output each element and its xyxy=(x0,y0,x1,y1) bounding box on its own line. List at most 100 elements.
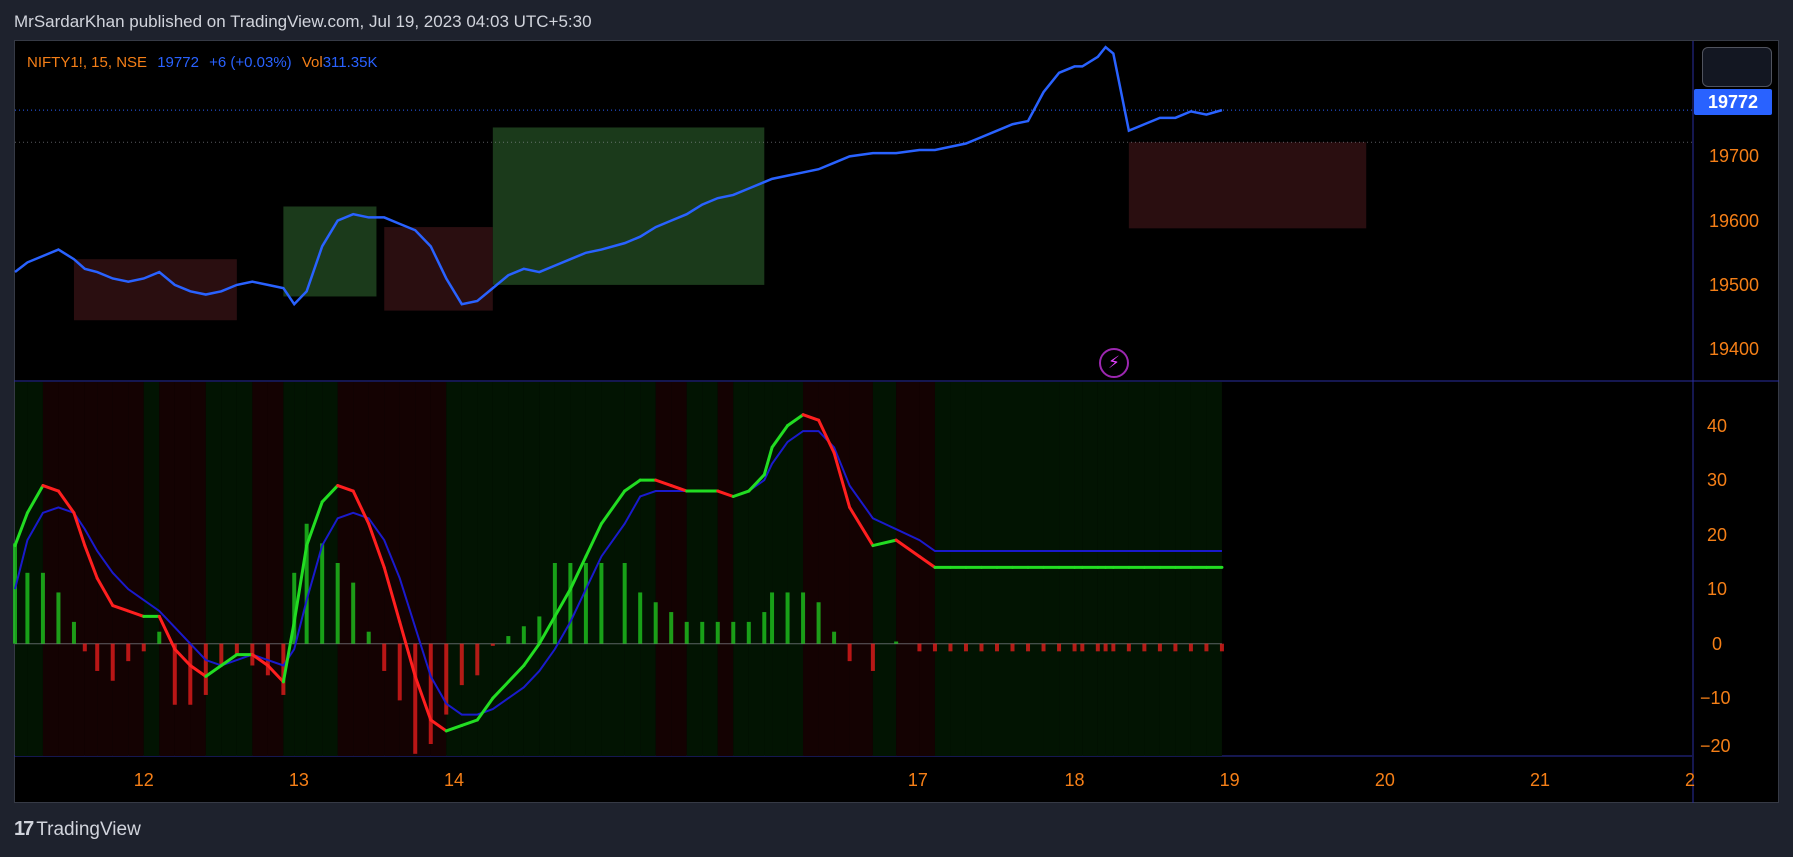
histogram-bar xyxy=(1111,643,1116,652)
oscillator-band xyxy=(919,382,935,756)
histogram-bar xyxy=(1219,643,1224,652)
histogram-bar xyxy=(320,543,325,644)
oscillator-band xyxy=(492,382,509,756)
histogram-bar xyxy=(1072,643,1077,652)
oscillator-band xyxy=(143,382,160,756)
price-zone xyxy=(283,206,377,297)
oscillator-segment xyxy=(351,489,371,526)
oscillator-band xyxy=(686,382,703,756)
oscillator-band xyxy=(58,382,74,756)
oscillator-band xyxy=(1113,382,1129,756)
oscillator-band xyxy=(236,382,253,756)
oscillator-segment xyxy=(475,696,495,722)
price-tick-label: 19700 xyxy=(1709,146,1760,167)
legend-volume: Vol311.35K xyxy=(302,54,378,71)
chart-settings-button[interactable] xyxy=(1702,47,1772,87)
oscillator-band xyxy=(640,382,656,756)
histogram-bar xyxy=(1157,643,1162,652)
oscillator-band xyxy=(446,382,462,756)
histogram-bar xyxy=(459,643,464,686)
oscillator-band xyxy=(1128,382,1145,756)
histogram-bar xyxy=(490,643,495,646)
oscillator-segment xyxy=(25,484,45,515)
histogram-bar xyxy=(832,631,837,644)
oscillator-segment xyxy=(305,500,324,548)
histogram-bar xyxy=(428,643,433,745)
histogram-bar xyxy=(1188,643,1193,652)
price-tick-label: 19400 xyxy=(1709,339,1760,360)
oscillator-segment xyxy=(292,544,309,624)
legend-symbol: NIFTY1!, 15, NSE xyxy=(27,54,148,71)
histogram-bar xyxy=(25,572,30,644)
lightning-icon[interactable]: ⚡ xyxy=(1099,348,1129,378)
oscillator-band xyxy=(523,382,540,756)
oscillator-band xyxy=(570,382,586,756)
time-tick-label: 21 xyxy=(1529,770,1550,790)
oscillator-band xyxy=(368,382,385,756)
footer-brand[interactable]: 17 TradingView xyxy=(14,818,141,841)
oscillator-segment xyxy=(444,723,464,733)
symbol-legend[interactable]: NIFTY1!, 15, NSE 19772 +6 (+0.03%) Vol31… xyxy=(27,54,383,71)
oscillator-band xyxy=(803,382,819,756)
oscillator-tick-label: −20 xyxy=(1700,736,1731,756)
price-zone xyxy=(492,127,765,285)
oscillator-band xyxy=(585,382,602,756)
signal-series-line xyxy=(14,430,1222,716)
oscillator-segment xyxy=(460,718,479,727)
oscillator-band xyxy=(1043,382,1060,756)
oscillator-segment xyxy=(336,484,355,493)
oscillator-band xyxy=(1105,382,1114,756)
histogram-bar xyxy=(537,616,542,644)
histogram-bar xyxy=(141,643,146,652)
oscillator-band xyxy=(267,382,284,756)
histogram-bar xyxy=(568,563,573,644)
oscillator-band xyxy=(896,382,920,756)
oscillator-segment xyxy=(506,663,526,684)
price-tick-label: 19600 xyxy=(1709,210,1760,231)
oscillator-segment xyxy=(801,413,821,422)
time-tick-label: 17 xyxy=(907,770,928,790)
histogram-bar xyxy=(583,563,588,644)
oscillator-band xyxy=(294,382,307,756)
histogram-bar xyxy=(669,612,674,644)
oscillator-band xyxy=(818,382,835,756)
oscillator-band xyxy=(508,382,524,756)
oscillator-band xyxy=(477,382,493,756)
oscillator-segment xyxy=(413,674,433,722)
oscillator-band xyxy=(748,382,765,756)
oscillator-segment xyxy=(654,478,673,488)
oscillator-band xyxy=(1159,382,1176,756)
histogram-bar xyxy=(157,631,162,644)
histogram-bar xyxy=(13,543,17,644)
oscillator-band xyxy=(1074,382,1083,756)
histogram-bar xyxy=(506,636,511,644)
oscillator-segment xyxy=(382,565,402,624)
histogram-bar xyxy=(234,643,239,656)
oscillator-band xyxy=(996,382,1013,756)
histogram-bar xyxy=(71,621,76,644)
histogram-bar xyxy=(292,572,297,644)
histogram-bar xyxy=(397,643,402,701)
oscillator-segment xyxy=(716,489,735,498)
oscillator-segment xyxy=(219,653,239,667)
oscillator-tick-label: 0 xyxy=(1712,633,1723,654)
oscillator-tick-label: 30 xyxy=(1707,470,1728,491)
oscillator-band xyxy=(950,382,966,756)
oscillator-band xyxy=(15,382,28,756)
histogram-bar xyxy=(219,643,224,666)
oscillator-band xyxy=(399,382,416,756)
oscillator-segment xyxy=(13,511,29,548)
oscillator-segment xyxy=(817,418,836,455)
oscillator-band xyxy=(337,382,354,756)
oscillator-segment xyxy=(522,642,541,667)
histogram-bar xyxy=(770,592,775,644)
oscillator-band xyxy=(306,382,323,756)
oscillator-band xyxy=(42,382,59,756)
histogram-bar xyxy=(963,643,968,652)
histogram-bar xyxy=(917,643,922,652)
histogram-bar xyxy=(82,643,87,652)
oscillator-segment xyxy=(204,663,223,678)
histogram-bar xyxy=(599,563,604,644)
price-series-line xyxy=(14,45,1223,307)
